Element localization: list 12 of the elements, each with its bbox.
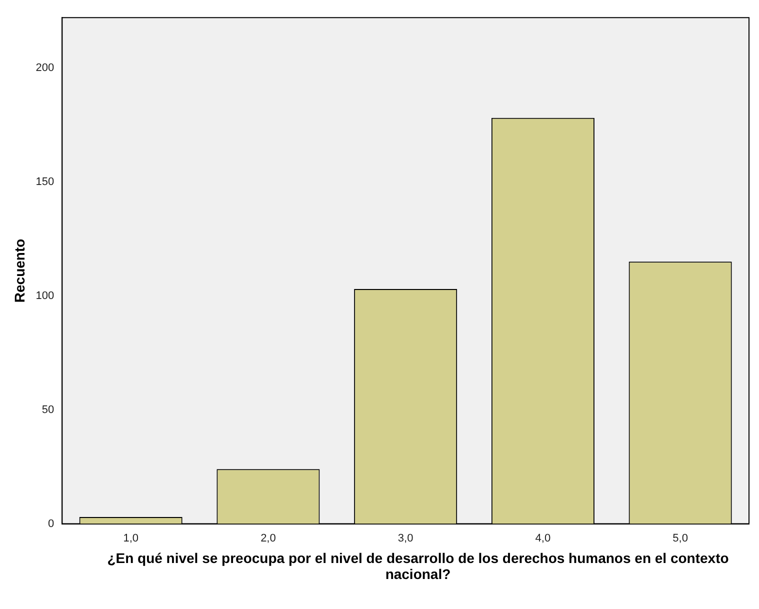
x-tick-label: 4,0	[535, 532, 551, 544]
y-tick-label: 100	[36, 290, 54, 302]
x-tick-label: 2,0	[260, 532, 276, 544]
y-tick-label: 50	[42, 404, 54, 416]
y-tick-label: 0	[48, 518, 54, 530]
x-tick-label: 1,0	[123, 532, 138, 544]
x-tick-label: 5,0	[672, 532, 688, 544]
y-axis-title: Recuento	[11, 238, 28, 303]
y-tick-label: 200	[36, 62, 54, 74]
y-tick-label: 150	[36, 176, 54, 188]
x-axis-title: ¿En qué nivel se preocupa por el nivel de desarrollo de los derechos humanos en el contexto nacional?	[106, 550, 730, 582]
x-tick-label: 3,0	[398, 532, 414, 544]
